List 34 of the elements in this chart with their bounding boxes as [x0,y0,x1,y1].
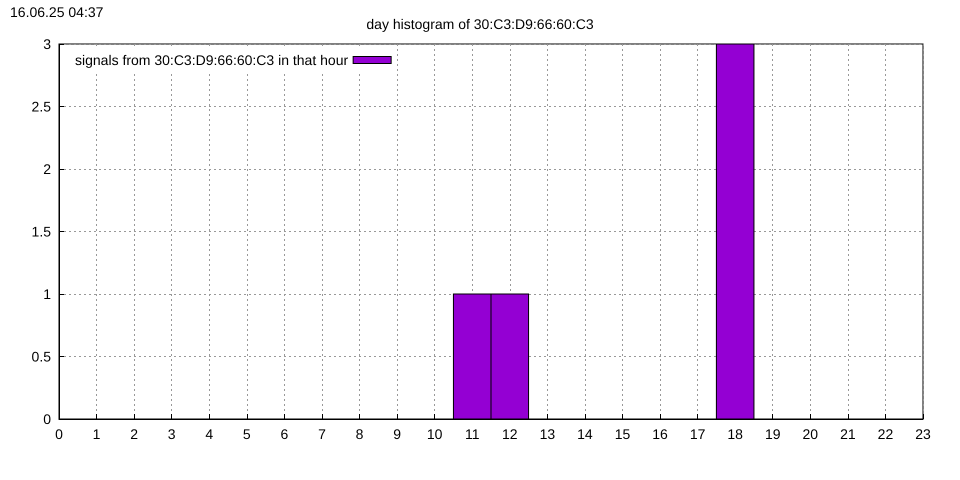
y-tick-label: 1.5 [32,224,52,240]
x-tick-label: 14 [577,426,593,442]
x-tick-label: 19 [764,426,781,442]
x-tick-label: 22 [878,426,894,442]
x-tick-label: 0 [55,426,64,442]
y-tick-label: 0.5 [32,348,52,364]
y-tick-label: 1 [43,286,52,302]
x-tick-label: 9 [393,426,402,442]
x-tick-label: 4 [205,426,214,442]
y-tick-label: 0 [43,411,52,427]
x-tick-label: 8 [356,426,364,442]
x-tick-label: 20 [802,426,818,442]
x-tick-label: 15 [614,426,630,442]
x-tick-label: 12 [502,426,518,442]
legend-label: signals from 30:C3:D9:66:60:C3 in that hour [74,52,348,68]
y-tick-label: 2 [43,161,52,177]
x-tick-label: 11 [464,426,480,442]
x-tick-label: 23 [915,426,931,442]
x-tick-label: 13 [540,426,556,442]
chart-title: day histogram of 30:C3:D9:66:60:C3 [366,16,594,32]
x-tick-label: 16 [652,426,668,442]
x-tick-label: 17 [690,426,706,442]
text: 16.06.25 04:37 [10,4,104,20]
x-tick-label: 5 [242,426,251,442]
x-tick-label: 6 [280,426,288,442]
x-tick-label: 7 [318,426,326,442]
y-tick-label: 2.5 [32,98,52,114]
x-tick-label: 1 [92,426,101,442]
x-tick-label: 3 [168,426,176,442]
x-tick-label: 18 [727,426,744,442]
y-tick-label: 3 [43,36,52,52]
x-tick-label: 10 [426,426,443,442]
x-tick-label: 2 [130,426,138,442]
x-tick-label: 21 [840,426,856,442]
